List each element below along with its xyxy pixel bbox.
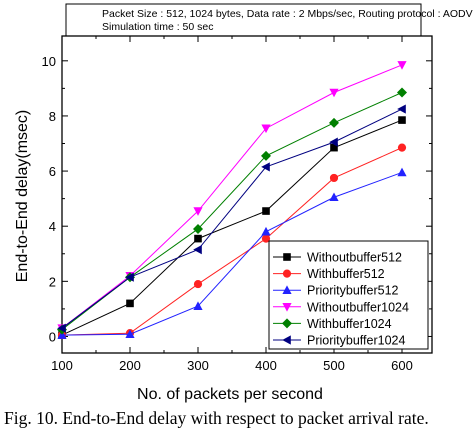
legend-item: Withoutbuffer1024 xyxy=(273,300,409,314)
y-axis-label: End-to-End delay(msec) xyxy=(14,110,31,283)
series-line xyxy=(61,64,403,329)
x-tick-label: 100 xyxy=(51,358,73,373)
series-line xyxy=(61,108,403,329)
series-Withoutbuffer1024 xyxy=(57,61,407,333)
info-box-line-1: Packet Size : 512, 1024 bytes, Data rate… xyxy=(102,8,473,20)
y-tick-label: 4 xyxy=(49,219,56,234)
data-point xyxy=(398,116,406,124)
data-point xyxy=(125,272,134,282)
x-axis-label: No. of packets per second xyxy=(137,386,323,403)
data-point xyxy=(261,162,270,172)
data-point xyxy=(329,192,339,202)
legend-items: Withoutbuffer512 Withbuffer512 Prioritybuf… xyxy=(273,251,409,348)
x-tick-label: 300 xyxy=(187,358,209,373)
legend-item: Prioritybuffer1024 xyxy=(273,334,405,348)
legend-marker xyxy=(282,335,291,345)
figure-caption: Fig. 10. End-to-End delay with respect t… xyxy=(4,408,429,428)
x-tick-label: 500 xyxy=(323,358,345,373)
legend-marker xyxy=(283,253,291,261)
legend-label: Withoutbuffer512 xyxy=(307,251,402,265)
data-point xyxy=(194,234,202,243)
data-point xyxy=(126,299,134,308)
legend-label: Prioritybuffer512 xyxy=(307,284,399,298)
y-tick-label: 2 xyxy=(49,274,56,289)
data-point xyxy=(193,245,202,255)
data-point xyxy=(329,117,339,128)
y-tick-label: 0 xyxy=(49,329,56,344)
data-point xyxy=(329,173,339,183)
legend-marker xyxy=(282,269,292,278)
data-point xyxy=(397,143,407,152)
legend-item: Withbuffer1024 xyxy=(273,317,392,331)
legend-item: Withoutbuffer512 xyxy=(273,251,402,265)
plot-frame xyxy=(61,35,433,354)
data-point xyxy=(261,150,271,161)
data-point xyxy=(193,223,203,234)
data-point xyxy=(329,137,338,147)
legend-item: Prioritybuffer512 xyxy=(273,284,399,298)
info-box-frame xyxy=(65,3,422,37)
y-tick-label: 8 xyxy=(49,109,56,124)
data-point xyxy=(261,124,271,134)
data-point xyxy=(193,301,203,310)
y-axis-ticks: 0 2 4 6 8 10 xyxy=(42,54,432,344)
legend-marker xyxy=(282,303,292,312)
legend-label: Withbuffer512 xyxy=(307,267,385,281)
data-point xyxy=(261,234,271,243)
data-point xyxy=(330,143,338,152)
series-line xyxy=(61,147,403,336)
legend-marker xyxy=(282,318,292,329)
data-point xyxy=(397,104,406,114)
x-axis-ticks: 100 200 300 400 500 600 xyxy=(51,36,413,373)
legend-label: Prioritybuffer1024 xyxy=(307,334,405,348)
y-tick-label: 10 xyxy=(42,54,56,69)
data-point xyxy=(262,207,270,215)
series-line xyxy=(61,171,403,336)
series-Prioritybuffer512 xyxy=(57,167,407,339)
info-box-line-2: Simulation time : 50 sec xyxy=(102,21,213,33)
series-layer xyxy=(57,61,407,340)
x-tick-label: 400 xyxy=(255,358,277,373)
data-point xyxy=(57,323,66,333)
data-point xyxy=(193,207,203,216)
info-box: Packet Size : 512, 1024 bytes, Data rate… xyxy=(65,3,473,37)
legend-marker xyxy=(282,285,292,294)
data-point xyxy=(125,329,135,339)
legend-label: Withbuffer1024 xyxy=(307,317,392,331)
data-point xyxy=(261,226,271,236)
y-tick-label: 6 xyxy=(49,164,56,179)
legend: Withoutbuffer512 Withbuffer512 Prioritybuf… xyxy=(268,240,429,350)
series-Prioritybuffer1024 xyxy=(57,104,406,333)
x-tick-label: 600 xyxy=(391,358,413,373)
legend-label: Withoutbuffer1024 xyxy=(307,300,409,314)
data-point xyxy=(397,167,407,177)
data-point xyxy=(397,61,407,70)
data-point xyxy=(193,279,203,289)
data-point xyxy=(329,88,339,98)
series-line xyxy=(61,119,403,336)
data-point xyxy=(57,330,67,339)
legend-frame xyxy=(268,240,429,350)
data-point xyxy=(397,87,407,98)
x-tick-label: 200 xyxy=(119,358,141,373)
legend-item: Withbuffer512 xyxy=(273,267,385,281)
